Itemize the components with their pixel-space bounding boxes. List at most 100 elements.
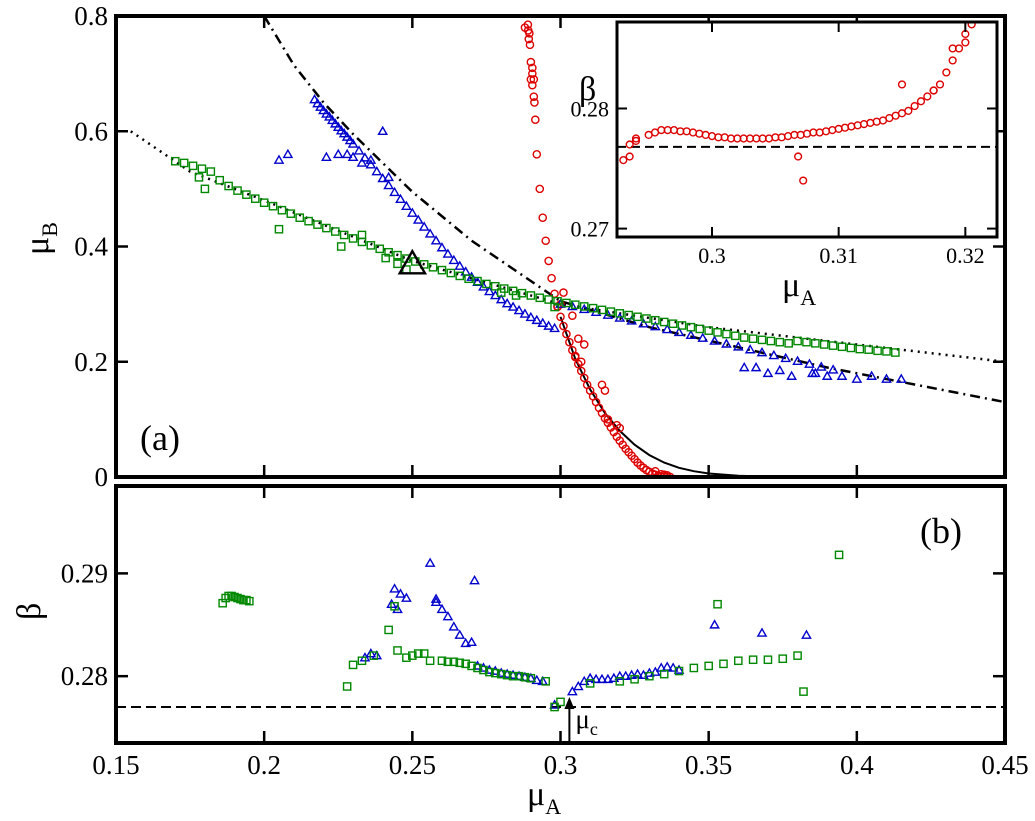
main-triangle-marker-1-50 [578,303,590,314]
main-triangle-marker-1-73 [282,148,294,159]
main-square-marker-2-66 [757,335,767,345]
main-circle-marker-0-6 [528,69,537,78]
main-triangle-marker-1-80 [383,171,394,182]
main-triangle-marker-1-88 [836,370,848,380]
main-circle-marker-0-13 [531,115,540,125]
main-square-marker-2-69 [784,339,793,348]
main-square-marker-2-57 [677,321,687,330]
bottom-xlabel: μA [527,776,561,819]
main-triangle-marker-1-81 [341,148,353,159]
main-circle-marker-0-9 [529,92,539,101]
bottom-square-marker-1-10 [342,682,352,691]
bottom-square-marker-1-54 [713,599,722,609]
main-triangle-marker-1-72 [273,154,285,164]
main-triangle-marker-1-0 [309,94,320,104]
bottom-square-marker-1-47 [719,659,728,669]
bottom-triangle-marker-0-47 [709,619,720,629]
bottom-square-marker-1-36 [526,673,536,683]
main-triangle-marker-1-29 [442,248,454,258]
bottom-square-marker-1-55 [834,550,844,560]
panel-a-frame [114,14,1007,479]
main-triangle-marker-1-28 [436,242,448,252]
main-triangle-marker-1-57 [661,323,673,334]
main-circle-marker-0-12 [530,98,539,107]
main-circle-marker-0-68 [612,420,622,430]
bottom-square-marker-1-21 [437,656,447,666]
bottom-square-marker-1-31 [496,669,506,679]
main-square-marker-2-42 [544,295,553,304]
main-square-marker-2-18 [330,227,340,236]
main-triangle-marker-1-93 [810,367,821,378]
panel-a: 00.20.40.60.8 (a) μB [19,1,1007,492]
main-triangle-marker-1-55 [638,318,649,328]
main-square-marker-2-60 [704,326,713,335]
main-square-marker-2-35 [482,279,491,289]
main-square-marker-2-4 [206,167,216,176]
inset-circle-marker-0-49 [923,92,932,101]
main-circle-marker-0-78 [576,357,586,367]
main-triangle-marker-1-64 [744,344,756,354]
bottom-square-marker-1-20 [425,656,435,666]
bottom-triangle-marker-0-27 [567,686,578,696]
main-ytick-label-0: 0 [95,462,109,492]
main-circle-marker-0-10 [528,63,537,73]
main-square-marker-2-45 [571,300,580,310]
bottom-triangle-marker-0-7 [424,557,436,567]
main-circle-marker-0-61 [579,340,589,349]
inset-xlabel: μA [782,267,816,310]
main-triangle-marker-1-86 [786,370,797,380]
main-circle-marker-0-18 [544,256,553,266]
bottom-square-marker-1-43 [659,669,669,679]
main-circle-marker-0-23 [559,321,568,331]
mu-c-label-symbol: μ [575,704,589,734]
bottom-square-marker-1-11 [348,660,358,670]
main-square-marker-2-14 [295,213,305,222]
main-square-marker-2-48 [597,305,607,315]
main-square-marker-2-65 [748,334,758,344]
inset-circle-marker-0-48 [916,97,926,106]
main-square-marker-2-90 [200,184,210,194]
main-square-marker-2-40 [526,291,536,300]
main-square-marker-2-68 [775,337,785,347]
mu-c-label-sub: c [590,719,598,739]
main-triangle-marker-1-38 [495,293,507,304]
main-square-marker-2-86 [496,288,506,297]
main-circle-marker-0-54 [651,470,660,477]
main-triangle-marker-1-24 [412,214,424,224]
main-ytick-label-1: 0.2 [74,347,108,377]
bottom-triangle-marker-0-45 [673,664,685,674]
inset-circle-marker-0-60 [929,86,938,95]
main-circle-marker-0-62 [568,311,577,320]
bottom-square-marker-1-38 [556,697,565,707]
main-triangle-marker-1-56 [649,321,661,331]
main-square-marker-2-52 [633,312,642,322]
bottom-square-marker-1-23 [449,657,459,667]
inset-circle-marker-0-3 [625,152,634,161]
main-markers [170,20,907,477]
main-square-marker-2-36 [491,281,500,291]
main-triangle-marker-1-23 [406,207,418,217]
main-triangle-marker-1-27 [430,235,442,245]
main-triangle-marker-1-79 [377,125,389,136]
main-ytick-labels: 0 0.2 0.4 0.6 0.8 [74,1,108,492]
bottom-xtick-label-4: 0.35 [685,750,732,780]
main-triangle-marker-1-36 [484,285,495,296]
main-triangle-marker-1-91 [881,373,892,383]
bottom-square-marker-1-46 [704,661,713,671]
main-triangle-marker-1-60 [697,332,709,342]
main-triangle-marker-1-78 [365,154,377,164]
main-ylabel-symbol: μ [19,237,56,255]
bottom-square-marker-1-56 [550,702,559,712]
bottom-square-marker-1-33 [508,671,518,681]
main-square-marker-2-44 [562,298,571,308]
bottom-square-marker-1-57 [390,601,399,611]
bottom-square-marker-1-12 [357,656,367,666]
bottom-tick-labels: 0.15 0.2 0.25 0.3 0.35 0.4 0.45 0.28 0.29 [61,558,1029,780]
bottom-square-marker-1-50 [763,655,773,665]
main-triangle-marker-1-85 [774,364,786,375]
main-square-marker-2-31 [446,268,456,278]
main-circle-marker-0-11 [529,75,539,84]
main-square-marker-2-34 [473,276,482,286]
bottom-square-marker-1-9 [245,596,254,606]
main-square-marker-2-74 [828,341,838,350]
